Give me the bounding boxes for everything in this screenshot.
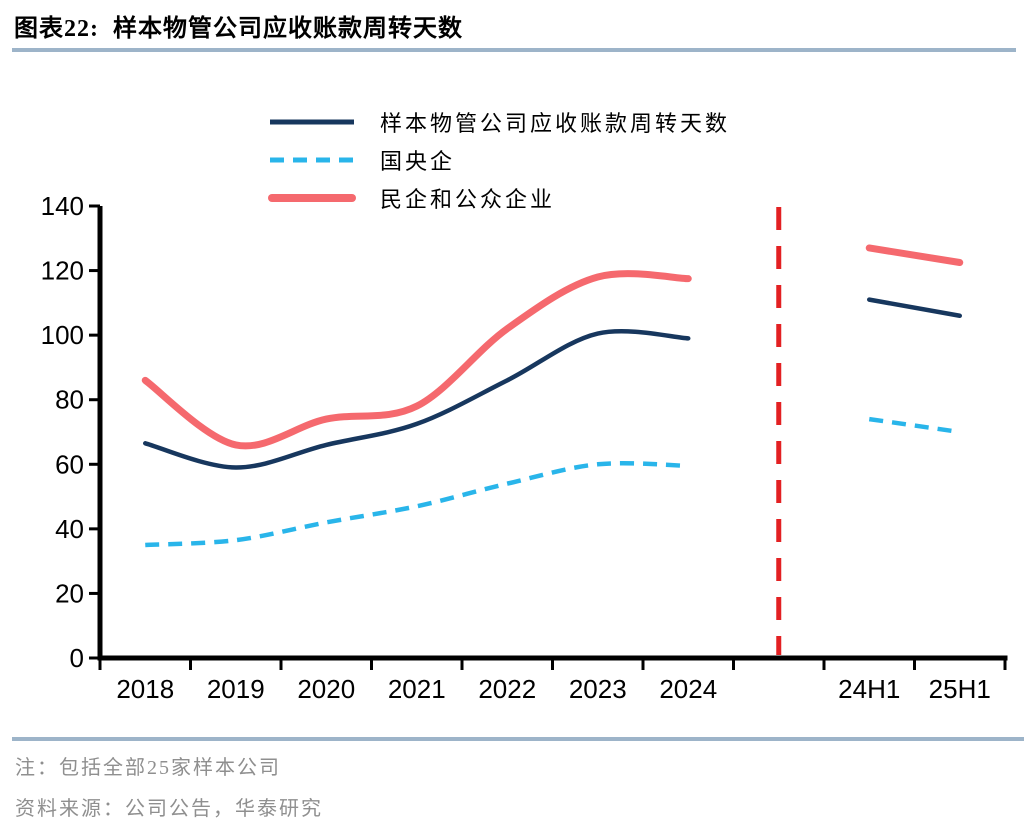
series-halfyear-line-soe — [868, 416, 961, 435]
series-line-soe — [145, 461, 689, 548]
series-halfyear-line-private-public — [865, 244, 964, 266]
y-tick-label: 0 — [70, 643, 84, 673]
x-tick-label: 2021 — [388, 674, 446, 704]
legend-label-private-public: 民企和公众企业 — [380, 187, 556, 212]
x-tick-label: 2024 — [659, 674, 717, 704]
y-tick-label: 80 — [55, 385, 84, 415]
x-tick-label: 2020 — [297, 674, 355, 704]
y-tick-label: 140 — [41, 191, 84, 221]
y-tick-label: 100 — [41, 320, 84, 350]
x-tick-label: 25H1 — [929, 674, 991, 704]
title-divider — [12, 48, 1016, 52]
figure-title: 图表22: 样本物管公司应收账款周转天数 — [14, 16, 463, 42]
y-tick-label: 20 — [55, 578, 84, 608]
legend-swatch-soe-dashed-line-icon — [270, 157, 354, 163]
legend-label-all-sample: 样本物管公司应收账款周转天数 — [380, 111, 731, 136]
x-tick-label: 2018 — [116, 674, 174, 704]
legend-item-private-public: 民企和公众企业 — [268, 179, 730, 217]
x-tick-label: 2022 — [478, 674, 536, 704]
series-line-private-public — [141, 270, 692, 450]
series-line-all-sample — [143, 329, 691, 470]
chart-source: 资料来源：公司公告，华泰研究 — [15, 798, 323, 820]
legend: 样本物管公司应收账款周转天数 国央企 民企和公众企业 — [268, 103, 730, 217]
legend-label-soe: 国央企 — [380, 149, 456, 174]
y-tick-label: 60 — [55, 449, 84, 479]
y-tick-label: 40 — [55, 514, 84, 544]
legend-item-soe: 国央企 — [268, 141, 730, 179]
legend-swatch-all-sample-line-icon — [270, 119, 354, 125]
x-tick-label: 2023 — [569, 674, 627, 704]
legend-item-all-sample: 样本物管公司应收账款周转天数 — [268, 103, 730, 141]
x-tick-label: 24H1 — [838, 674, 900, 704]
series-halfyear-line-all-sample — [867, 297, 962, 319]
chart-note: 注：包括全部25家样本公司 — [15, 757, 281, 779]
y-tick-label: 120 — [41, 256, 84, 286]
footer-divider — [12, 737, 1024, 741]
x-tick-label: 2019 — [207, 674, 265, 704]
legend-swatch-private-public-line-icon — [268, 194, 356, 202]
